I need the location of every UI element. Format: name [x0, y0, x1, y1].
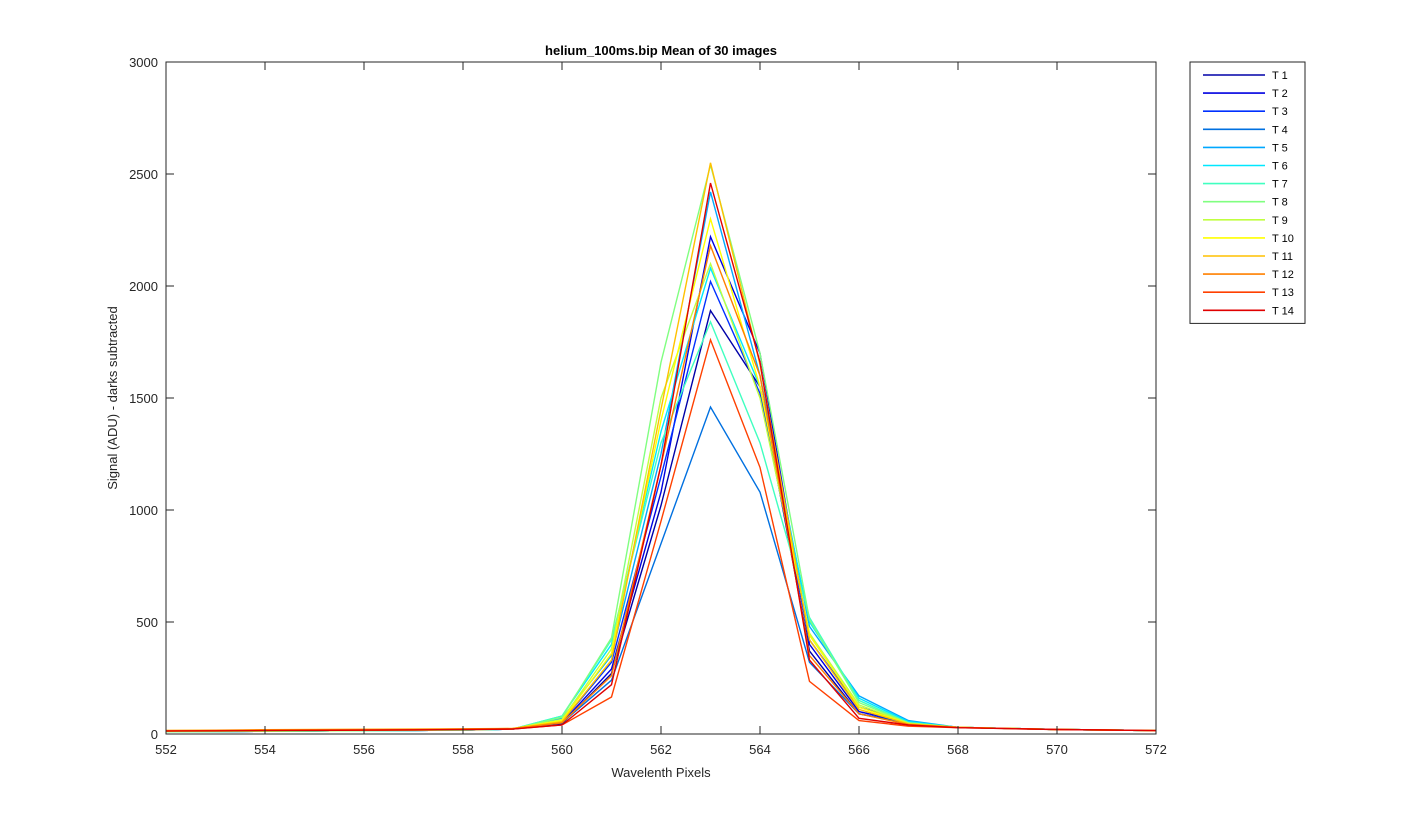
- legend: T 1 T 2 T 3 T 4 T 5 T 6 T 7 T 8 T 9 T 10 T 11 T 12 T…: [1189, 61, 1306, 324]
- legend-label: T 1: [1272, 70, 1288, 82]
- x-tick-label: 572: [1145, 742, 1167, 757]
- x-tick-label: 570: [1046, 742, 1068, 757]
- series-line-14: [165, 182, 1157, 732]
- y-tick-label: 1000: [129, 503, 158, 518]
- series-line-6: [165, 266, 1157, 733]
- x-tick-label: 560: [551, 742, 573, 757]
- y-axis-title: Signal (ADU) - darks subtracted: [105, 306, 120, 490]
- y-tick-label: 1500: [129, 391, 158, 406]
- legend-label: T 13: [1272, 287, 1294, 299]
- x-tick-label: 566: [848, 742, 870, 757]
- y-tick-label: 2500: [129, 167, 158, 182]
- x-axis-title: Wavelenth Pixels: [611, 765, 711, 780]
- series-line-11: [165, 162, 1157, 732]
- legend-label: T 7: [1272, 179, 1288, 191]
- legend-label: T 6: [1272, 161, 1288, 173]
- y-tick-label: 2000: [129, 279, 158, 294]
- legend-box: [1189, 61, 1306, 324]
- y-tick-label: 0: [151, 727, 158, 742]
- legend-label: T 14: [1272, 305, 1294, 317]
- legend-label: T 12: [1272, 269, 1294, 281]
- legend-label: T 11: [1272, 251, 1293, 263]
- y-tick-label: 500: [136, 615, 158, 630]
- series-line-7: [165, 319, 1157, 733]
- legend-label: T 5: [1272, 142, 1288, 154]
- legend-label: T 2: [1272, 88, 1288, 100]
- ticks-layer: 552 554 556 558 560 562 564 566 568 570 572 0 500 100…: [129, 55, 1167, 757]
- y-tick-label: 3000: [129, 55, 158, 70]
- series-line-12: [165, 243, 1157, 732]
- legend-label: T 4: [1272, 124, 1288, 136]
- legend-label: T 10: [1272, 233, 1294, 245]
- x-tick-label: 552: [155, 742, 177, 757]
- x-tick-label: 554: [254, 742, 276, 757]
- x-tick-label: 564: [749, 742, 771, 757]
- plot-frame: [165, 61, 1157, 735]
- legend-label: T 8: [1272, 197, 1288, 209]
- series-layer: [165, 162, 1157, 733]
- x-tick-label: 558: [452, 742, 474, 757]
- legend-label: T 9: [1272, 215, 1288, 227]
- x-tick-label: 568: [947, 742, 969, 757]
- series-line-2: [165, 234, 1157, 733]
- series-line-8: [165, 164, 1157, 733]
- series-line-9: [165, 261, 1157, 732]
- x-tick-label: 556: [353, 742, 375, 757]
- chart-title: helium_100ms.bip Mean of 30 images: [545, 43, 777, 58]
- legend-label: T 3: [1272, 106, 1288, 118]
- x-tick-label: 562: [650, 742, 672, 757]
